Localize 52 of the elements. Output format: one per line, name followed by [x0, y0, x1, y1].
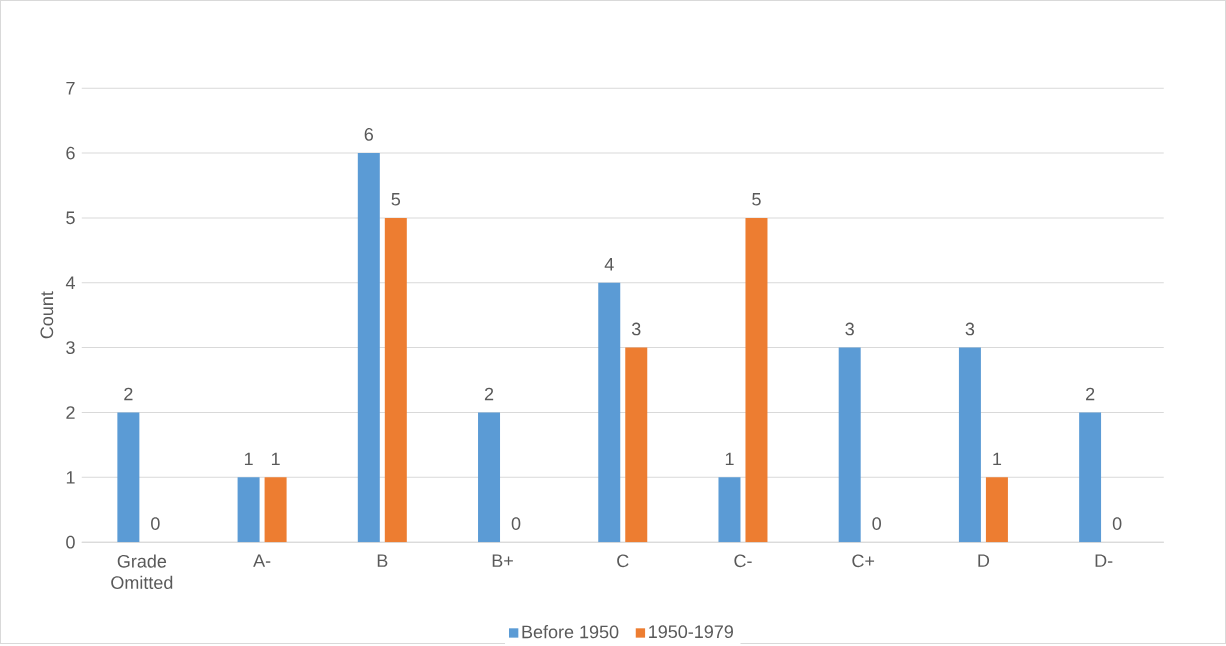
data-label: 1	[244, 452, 253, 465]
y-tick-label: 6	[66, 146, 75, 160]
legend-label: 1950-1979	[649, 625, 733, 638]
data-label: 0	[511, 517, 521, 530]
bar	[237, 477, 260, 543]
data-label: 0	[1112, 517, 1122, 530]
y-tick-label: 0	[66, 535, 75, 549]
bar	[1079, 412, 1102, 543]
data-label: 2	[1086, 387, 1095, 401]
x-tick-label: D-	[1095, 554, 1113, 567]
bar	[384, 217, 407, 543]
data-label: 6	[364, 127, 374, 141]
data-label: 3	[631, 322, 641, 336]
bar	[598, 282, 621, 543]
bar	[958, 347, 981, 543]
y-tick-label: 3	[66, 341, 75, 354]
y-tick-label: 1	[66, 471, 75, 484]
x-tick-label: D	[978, 554, 990, 567]
data-label: 5	[391, 193, 401, 206]
x-tick-label: B	[377, 554, 388, 567]
y-tick-label: 2	[66, 406, 75, 419]
data-label: 1	[993, 452, 1002, 465]
bar	[625, 347, 648, 543]
data-label: 0	[151, 517, 160, 530]
x-tick-label: C	[617, 554, 629, 568]
x-tick-label: C+	[852, 554, 875, 568]
bar	[264, 477, 287, 543]
x-tick-label: A-	[253, 554, 271, 567]
data-label: 1	[271, 452, 280, 465]
data-label: 0	[872, 517, 881, 530]
data-label: 3	[965, 322, 975, 336]
bar	[357, 152, 380, 543]
y-tick-label: 7	[66, 81, 75, 95]
legend-label: Before 1950	[522, 625, 619, 639]
bar	[745, 217, 768, 543]
x-tick-label: Grade Omitted	[111, 554, 173, 589]
data-label: 2	[484, 387, 494, 401]
y-tick-label: 4	[65, 276, 75, 289]
bar	[838, 347, 861, 543]
data-label: 3	[845, 322, 854, 336]
y-axis-title: Count	[40, 291, 54, 339]
bar	[478, 412, 501, 543]
data-label: 4	[604, 258, 614, 271]
bar	[718, 477, 741, 543]
bar	[985, 477, 1008, 543]
x-tick-label: B+	[492, 554, 513, 567]
data-label: 2	[124, 387, 133, 401]
y-tick-label: 5	[66, 211, 75, 225]
data-label: 1	[725, 452, 734, 465]
data-label: 5	[752, 193, 761, 206]
bar	[117, 412, 140, 543]
x-tick-label: C-	[734, 554, 752, 568]
